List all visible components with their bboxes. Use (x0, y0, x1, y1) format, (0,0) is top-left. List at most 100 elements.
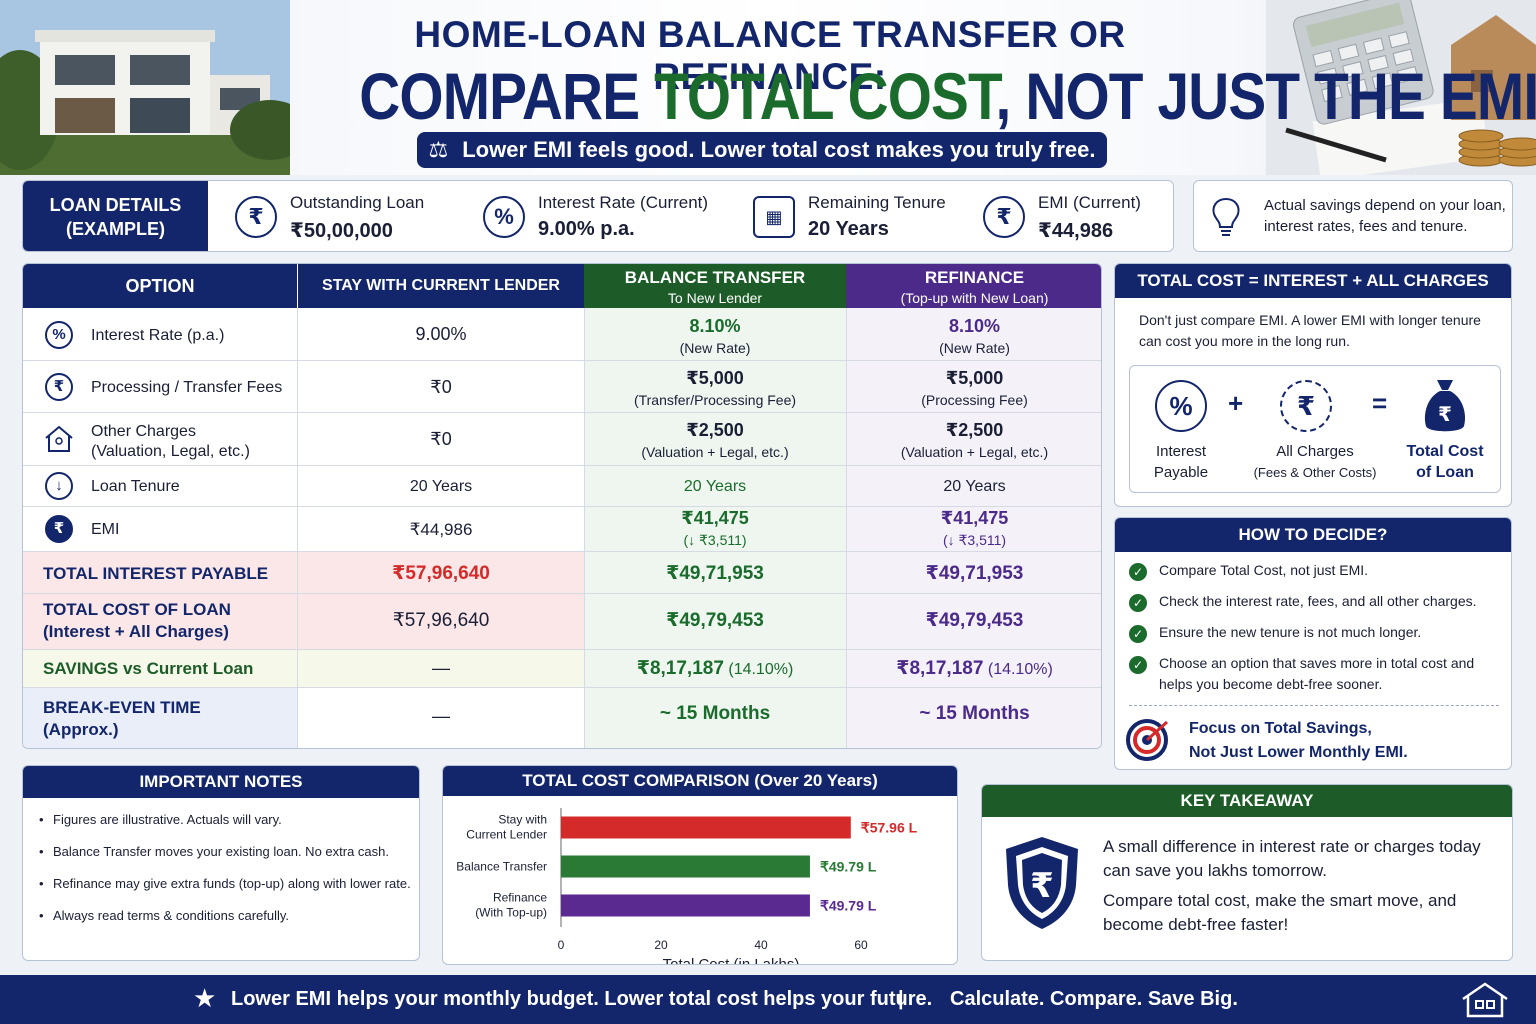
plus-sign: + (1228, 388, 1244, 418)
rupee-filled-icon: ₹ (45, 515, 73, 543)
bt-other-sub: (Valuation + Legal, etc.) (641, 444, 789, 460)
loan-detail-label: Interest Rate (Current) (538, 193, 709, 212)
tagline-banner: ⚖ Lower EMI feels good. Lower total cost … (417, 132, 1107, 168)
tip-text: Actual savings depend on your loan, inte… (1264, 197, 1506, 235)
title-part-highlight: TOTAL COST (654, 59, 996, 133)
stay-total-interest: ₹57,96,640 (392, 563, 490, 584)
f-lab-l1: All Charges (1276, 443, 1354, 460)
loan-details-bar: LOAN DETAILS (EXAMPLE) ₹ Outstanding Loa… (22, 180, 1174, 252)
header-rf-sub: (Top-up with New Loan) (900, 290, 1049, 306)
bt-other: ₹2,500 (Valuation + Legal, etc.) (584, 420, 846, 460)
col-divider (846, 308, 847, 748)
chart-tick-label: 20 (654, 938, 668, 952)
chart-category-label: Balance Transfer (456, 860, 547, 874)
col-divider (297, 308, 298, 748)
rf-interest-value: 8.10% (948, 316, 1001, 336)
chart-category-label: Stay with (498, 813, 547, 827)
total-cost-label-main: TOTAL COST OF LOAN (43, 600, 231, 619)
loan-detail-value: 9.00% p.a. (538, 218, 635, 240)
chart-title: TOTAL COST COMPARISON (Over 20 Years) (443, 766, 957, 796)
note-item: Refinance may give extra funds (top-up) … (39, 876, 411, 891)
bt-emi-sub: (↓ ₹3,511) (683, 532, 747, 548)
stay-savings: — (432, 658, 450, 678)
tagline-text: Lower EMI feels good. Lower total cost m… (462, 137, 1096, 162)
percent-icon: % (483, 196, 525, 238)
house-icon (45, 425, 73, 452)
rf-fees: ₹5,000 (Processing Fee) (846, 368, 1101, 408)
equals-sign: = (1372, 388, 1388, 418)
bt-interest: 8.10% (New Rate) (584, 316, 846, 356)
loan-detail-label: EMI (Current) (1038, 193, 1141, 212)
money-bag-icon: ₹ (1424, 380, 1466, 432)
loan-details-label-text: LOAN DETAILS (EXAMPLE) (49, 195, 182, 239)
chart-data-label: ₹49.79 L (820, 898, 877, 914)
rf-total-cost: ₹49,79,453 (925, 610, 1024, 631)
percent-icon: % (1155, 380, 1207, 432)
breakeven-label-main: BREAK-EVEN TIME (43, 698, 201, 717)
calculator-photo (1266, 0, 1536, 175)
f-lab-l1: Total Cost (1406, 443, 1484, 460)
f-lab-l2: of Loan (1416, 464, 1474, 481)
title-part-c: , NOT JUST THE EMI (995, 59, 1536, 133)
bt-total-cost: ₹49,79,453 (666, 610, 764, 631)
rupee-clock-icon: ₹ (983, 196, 1025, 238)
bt-emi-value: ₹41,475 (681, 508, 749, 528)
f-lab-l1: Interest (1155, 443, 1207, 460)
bt-tenure: 20 Years (683, 478, 747, 495)
row-label: Processing / Transfer Fees (91, 379, 283, 396)
header-refinance: REFINANCE (Top-up with New Loan) (846, 264, 1101, 308)
house-photo (0, 0, 290, 175)
calendar-icon: ▦ (753, 196, 795, 238)
chart-bar (561, 855, 810, 878)
decide-item: Check the interest rate, fees, and all o… (1159, 593, 1477, 609)
chart-tick-label: 40 (754, 938, 768, 952)
lightbulb-icon (1212, 197, 1240, 236)
header-option: OPTION (23, 264, 297, 308)
chart-x-axis-label: Total Cost (in Lakhs) (663, 956, 800, 964)
f-lab-l2: Payable (1153, 464, 1209, 481)
footer-banner: ★ Lower EMI helps your monthly budget. L… (0, 975, 1536, 1024)
title-line-1: HOME-LOAN BALANCE TRANSFER OR REFINANCE: (414, 14, 1126, 97)
decide-item: Ensure the new tenure is not much longer… (1159, 624, 1422, 640)
total-cost-formula-card: TOTAL COST = INTEREST + ALL CHARGES Don'… (1114, 263, 1512, 507)
rf-fees-value: ₹5,000 (945, 368, 1004, 388)
rf-total-interest: ₹49,71,953 (925, 563, 1024, 584)
house-outline-icon (1462, 982, 1508, 1018)
scale-icon: ⚖ (428, 137, 449, 162)
rf-emi-value: ₹41,475 (940, 508, 1009, 528)
decide-item: Compare Total Cost, not just EMI. (1159, 562, 1369, 578)
total-cost-label: TOTAL COST OF LOAN (Interest + All Charge… (43, 599, 231, 643)
row-label-sub: (Valuation, Legal, etc.) (91, 443, 250, 460)
refinance-column-bg (846, 308, 1101, 748)
bt-emi: ₹41,475 (↓ ₹3,511) (584, 508, 846, 549)
loan-detail-value: 20 Years (808, 218, 889, 240)
rupee-icon: ₹ (45, 373, 73, 401)
decide-item: Choose an option that saves more in tota… (1159, 655, 1475, 692)
loan-detail-value: ₹44,986 (1038, 220, 1114, 242)
f-lab-l2: (Fees & Other Costs) (1253, 465, 1377, 480)
svg-text:₹: ₹ (1438, 402, 1452, 426)
how-to-decide-card: HOW TO DECIDE? ✓ Compare Total Cost, not… (1114, 517, 1512, 770)
rf-savings: ₹8,17,187 (14.10%) (846, 657, 1101, 680)
rf-savings-value: ₹8,17,187 (896, 658, 984, 679)
loan-detail-label: Outstanding Loan (290, 193, 425, 212)
row-divider (23, 412, 1101, 413)
stay-other: ₹0 (430, 429, 452, 449)
row-divider (23, 506, 1101, 507)
stay-total-cost: ₹57,96,640 (392, 610, 490, 631)
bt-savings-value: ₹8,17,187 (636, 658, 724, 679)
target-icon (1126, 719, 1169, 761)
rf-other: ₹2,500 (Valuation + Legal, etc.) (846, 420, 1101, 460)
all-charges-label: All Charges (Fees & Other Costs) (1245, 441, 1385, 483)
row-label: Other Charges (Valuation, Legal, etc.) (91, 422, 250, 462)
focus-line-1: Focus on Total Savings, (1189, 720, 1372, 737)
loan-detail-label: Remaining Tenure (808, 193, 946, 212)
stay-emi: ₹44,986 (409, 520, 473, 539)
star-icon: ★ (193, 983, 217, 1013)
total-interest-label: TOTAL INTEREST PAYABLE (43, 564, 269, 583)
bt-other-value: ₹2,500 (686, 420, 744, 440)
key-takeaway-card: KEY TAKEAWAY ₹ A small difference in int… (981, 784, 1513, 961)
chart-bar (561, 816, 851, 839)
total-cost-label: Total Cost of Loan (1395, 441, 1495, 483)
